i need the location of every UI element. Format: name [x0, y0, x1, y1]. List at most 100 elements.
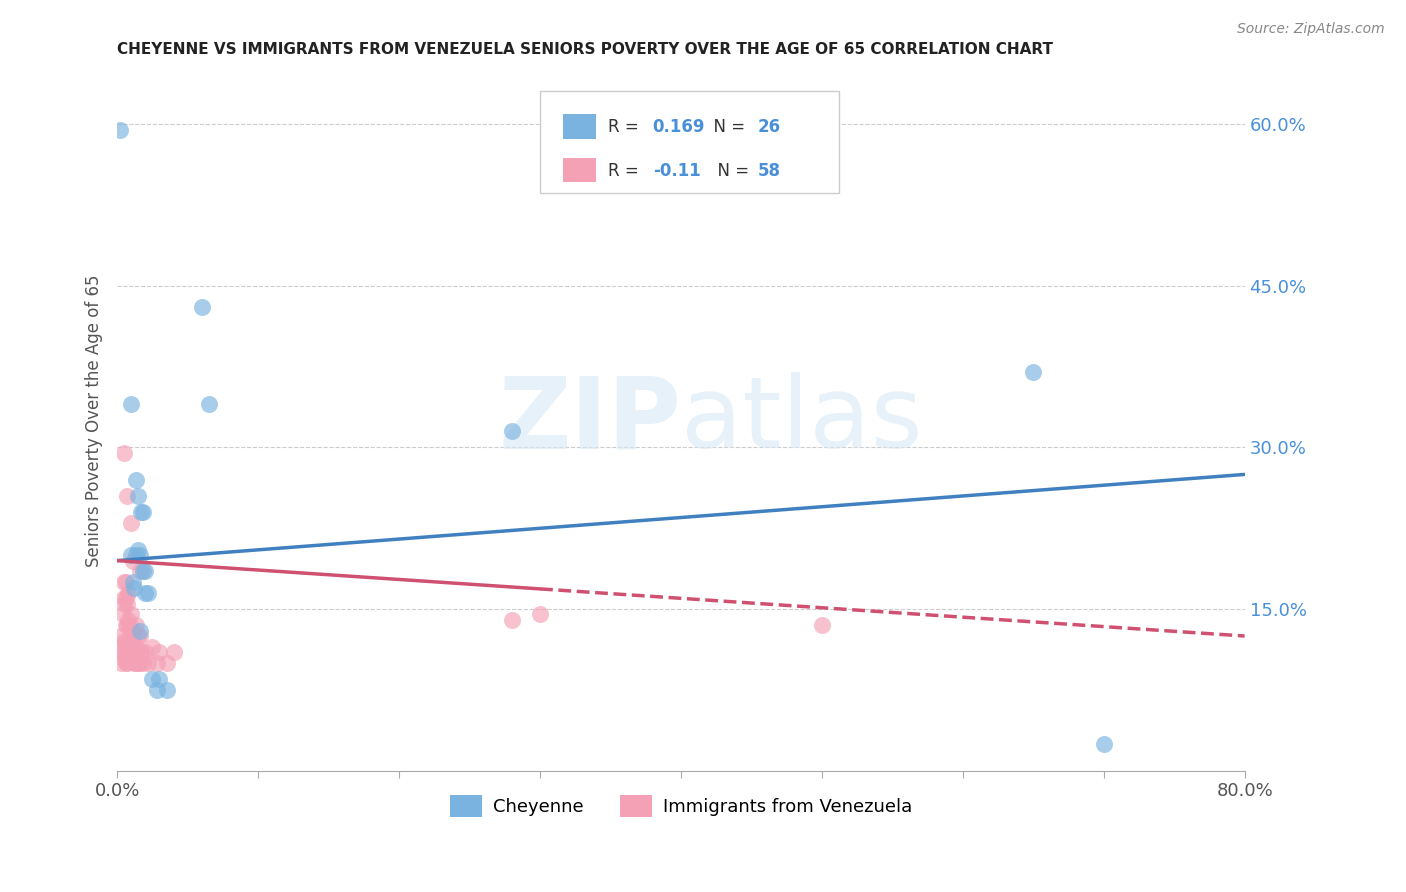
Point: [198, 397, 221, 411]
Point: [122, 640, 145, 654]
Text: 26: 26: [758, 118, 780, 136]
Text: N =: N =: [707, 161, 754, 179]
Point: [110, 629, 132, 643]
Point: [115, 640, 138, 654]
Point: [115, 489, 138, 503]
Text: atlas: atlas: [681, 372, 922, 469]
Point: [114, 640, 136, 654]
Point: [124, 656, 146, 670]
Legend: Cheyenne, Immigrants from Venezuela: Cheyenne, Immigrants from Venezuela: [443, 789, 920, 825]
Text: 0.169: 0.169: [652, 118, 706, 136]
Point: [811, 618, 834, 632]
FancyBboxPatch shape: [562, 114, 596, 138]
Point: [131, 505, 153, 519]
Point: [131, 656, 153, 670]
Point: [127, 629, 149, 643]
Point: [127, 656, 149, 670]
Point: [501, 613, 523, 627]
Point: [148, 672, 170, 686]
Point: [128, 629, 150, 643]
Text: ZIP: ZIP: [498, 372, 681, 469]
Point: [118, 650, 141, 665]
Point: [111, 607, 134, 622]
Text: R =: R =: [607, 118, 644, 136]
Point: [121, 624, 143, 638]
Point: [1092, 737, 1115, 751]
FancyBboxPatch shape: [540, 92, 839, 193]
Point: [136, 656, 159, 670]
Point: [145, 682, 167, 697]
Point: [141, 672, 163, 686]
Text: N =: N =: [703, 118, 751, 136]
Point: [121, 575, 143, 590]
Point: [114, 618, 136, 632]
Point: [122, 656, 145, 670]
Point: [529, 607, 551, 622]
Point: [114, 656, 136, 670]
Point: [134, 565, 156, 579]
Point: [134, 586, 156, 600]
Point: [128, 548, 150, 562]
Point: [129, 645, 152, 659]
Point: [108, 640, 131, 654]
Point: [115, 656, 138, 670]
Point: [112, 650, 135, 665]
Point: [120, 516, 142, 530]
Text: 58: 58: [758, 161, 780, 179]
Point: [128, 656, 150, 670]
Point: [124, 548, 146, 562]
Point: [145, 656, 167, 670]
Point: [114, 575, 136, 590]
FancyBboxPatch shape: [562, 158, 596, 183]
Point: [112, 575, 135, 590]
Point: [112, 446, 135, 460]
Point: [120, 607, 142, 622]
Point: [128, 624, 150, 638]
Point: [115, 597, 138, 611]
Point: [121, 650, 143, 665]
Point: [118, 618, 141, 632]
Point: [118, 634, 141, 648]
Point: [120, 624, 142, 638]
Point: [108, 122, 131, 136]
Point: [190, 301, 212, 315]
Point: [148, 645, 170, 659]
Point: [117, 650, 139, 665]
Point: [124, 640, 146, 654]
Point: [141, 640, 163, 654]
Point: [110, 656, 132, 670]
Point: [120, 645, 142, 659]
Point: [117, 634, 139, 648]
Point: [131, 565, 153, 579]
Point: [136, 586, 159, 600]
Point: [1022, 365, 1045, 379]
Point: [117, 613, 139, 627]
Point: [122, 581, 145, 595]
Point: [127, 489, 149, 503]
Point: [112, 634, 135, 648]
Point: [121, 553, 143, 567]
Point: [155, 682, 177, 697]
Point: [162, 645, 184, 659]
Point: [125, 645, 148, 659]
Point: [115, 618, 138, 632]
Text: CHEYENNE VS IMMIGRANTS FROM VENEZUELA SENIORS POVERTY OVER THE AGE OF 65 CORRELA: CHEYENNE VS IMMIGRANTS FROM VENEZUELA SE…: [117, 42, 1053, 57]
Point: [112, 597, 135, 611]
Point: [129, 505, 152, 519]
Point: [111, 645, 134, 659]
Point: [124, 618, 146, 632]
Text: -0.11: -0.11: [652, 161, 700, 179]
Point: [117, 586, 139, 600]
Point: [128, 565, 150, 579]
Point: [124, 473, 146, 487]
Point: [155, 656, 177, 670]
Point: [501, 425, 523, 439]
Point: [120, 548, 142, 562]
Point: [114, 591, 136, 606]
Text: Source: ZipAtlas.com: Source: ZipAtlas.com: [1237, 22, 1385, 37]
Text: R =: R =: [607, 161, 644, 179]
Point: [134, 645, 156, 659]
Point: [120, 397, 142, 411]
Point: [112, 591, 135, 606]
Y-axis label: Seniors Poverty Over the Age of 65: Seniors Poverty Over the Age of 65: [86, 275, 103, 566]
